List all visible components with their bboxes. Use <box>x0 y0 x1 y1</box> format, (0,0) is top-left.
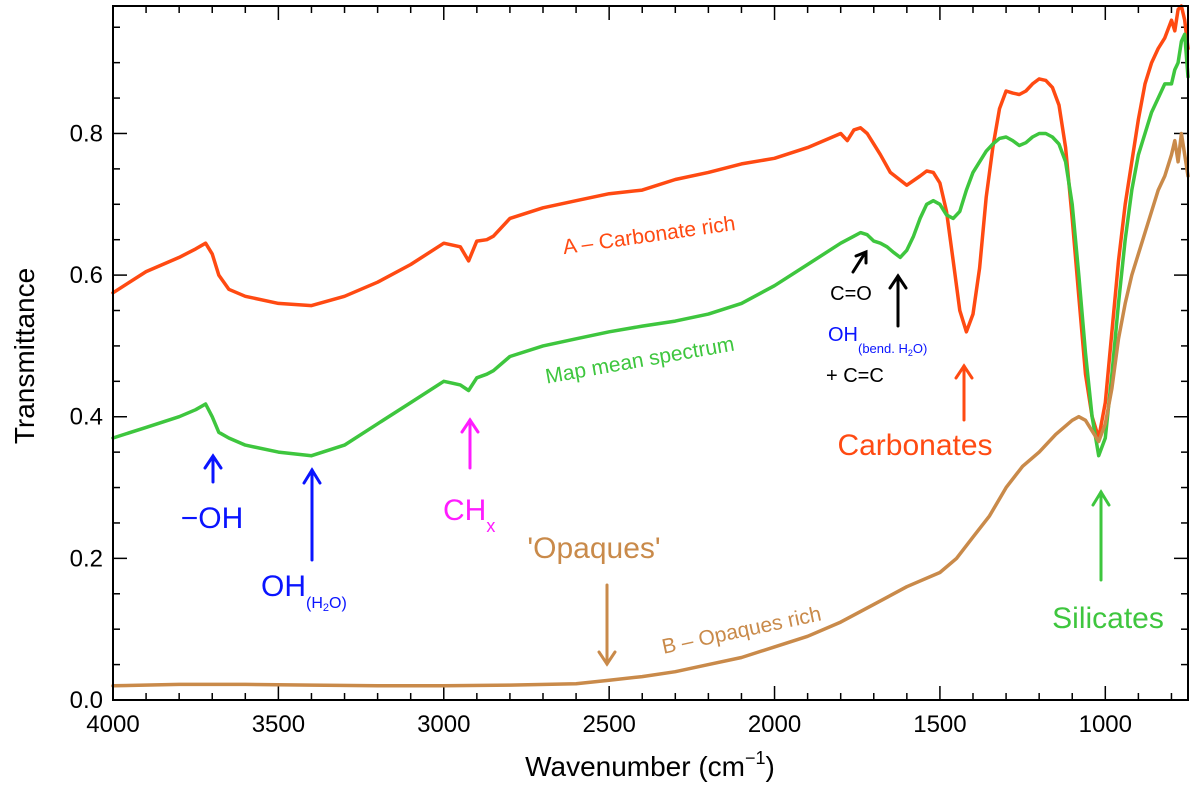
arrow-oh-water <box>302 467 322 562</box>
label-oh-water-sub: (H <box>306 595 323 612</box>
series-lines <box>111 4 1190 688</box>
y-tick-label: 0.2 <box>70 545 103 572</box>
label-oh-bend-sub2: 2 <box>908 348 913 358</box>
label-c-eq-c: + C=C <box>826 365 884 387</box>
series-label-opaques-rich: B – Opaques rich <box>660 603 824 659</box>
x-tick-label: 3500 <box>252 711 305 738</box>
x-axis-title-close: ) <box>766 751 775 782</box>
arrow-chx <box>460 417 480 470</box>
series-line-b-opaques-rich <box>111 131 1190 688</box>
label-oh-bend: OH(bend. H2O) <box>828 324 927 358</box>
series-line-map-mean-spectrum <box>111 32 1190 458</box>
x-tick-label: 1500 <box>913 711 966 738</box>
label-oh-water: OH(H2O) <box>261 570 347 614</box>
x-axis-title: Wavenumber (cm−1) <box>525 748 775 782</box>
x-tick-label: 1000 <box>1079 711 1132 738</box>
label-chx: CHx <box>443 494 495 536</box>
arrow-opaques <box>597 583 617 667</box>
x-tick-label: 3000 <box>417 711 470 738</box>
label-chx-main: CH <box>443 494 486 527</box>
label-oh-water-main: OH <box>261 570 306 603</box>
y-tick-label: 0.4 <box>70 404 103 431</box>
label-chx-sub: x <box>486 516 495 536</box>
x-tick-label: 4000 <box>86 711 139 738</box>
arrow-free-oh <box>203 453 223 484</box>
y-tick-label: 0.8 <box>70 120 103 147</box>
x-tick-label: 2000 <box>748 711 801 738</box>
x-tick-label: 2500 <box>582 711 635 738</box>
label-oh-bend-main: OH <box>828 324 858 346</box>
y-tick-label: 0.6 <box>70 262 103 289</box>
series-label-carbonate-rich: A – Carbonate rich <box>561 212 736 259</box>
label-oh-water-sub2: 2 <box>323 602 329 614</box>
label-free-oh: −OH <box>181 502 244 535</box>
label-oh-bend-sub: (bend. H <box>858 341 908 356</box>
label-oh-water-sub3: O) <box>329 595 347 612</box>
annotation-arrows <box>203 249 1111 667</box>
label-oh-bend-sub3: O) <box>913 341 927 356</box>
x-axis-title-main: Wavenumber (cm <box>525 751 745 782</box>
plot-frame <box>112 5 1189 701</box>
label-carbonates: Carbonates <box>837 429 992 462</box>
y-tick-label: 0.0 <box>70 687 103 714</box>
arrow-carbonates <box>954 363 974 422</box>
arrow-c-eq-o <box>851 249 868 274</box>
label-c-eq-o: C=O <box>830 283 872 305</box>
x-axis-title-sup: −1 <box>745 748 766 768</box>
series-line-a-carbonate-rich <box>111 4 1190 440</box>
arrow-oh-bend <box>888 273 908 328</box>
label-opaques: 'Opaques' <box>527 532 660 565</box>
label-silicates: Silicates <box>1052 602 1164 635</box>
arrow-silicates <box>1091 489 1111 582</box>
tick-labels: 4000 3500 3000 2500 2000 1500 1000 0.0 0.2 0.4 0.6… <box>70 120 1132 738</box>
y-axis-title: Transmittance <box>9 268 40 444</box>
